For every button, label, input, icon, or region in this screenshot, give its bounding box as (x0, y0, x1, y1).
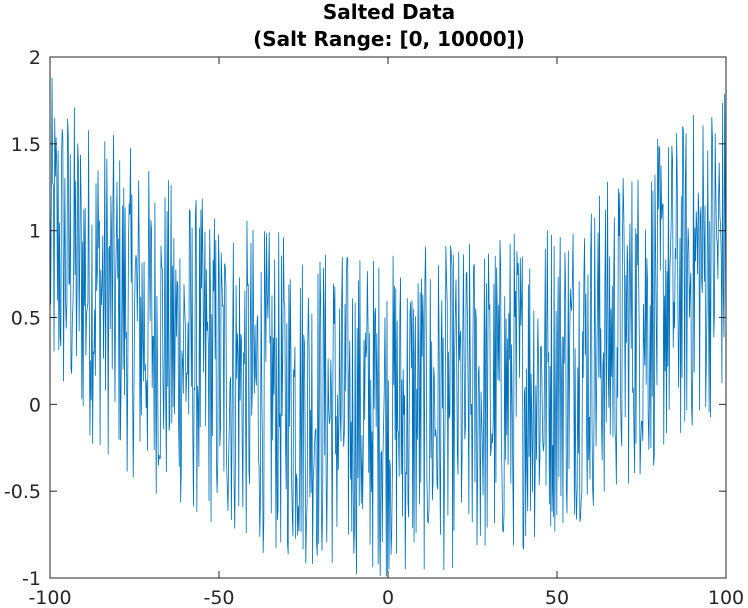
y-tick-label: 0.5 (11, 308, 41, 330)
x-tick-label: -100 (28, 587, 71, 608)
chart-subtitle: (Salt Range: [0, 10000]) (253, 27, 525, 51)
y-tick-label: 1 (29, 221, 41, 243)
x-tick-label: -50 (203, 587, 234, 608)
y-tick-label: 0 (29, 394, 41, 416)
y-tick-label: 2 (29, 47, 41, 69)
y-tick-label: -1 (22, 568, 41, 590)
y-tick-label: 1.5 (11, 134, 41, 156)
x-tick-label: 100 (708, 587, 744, 608)
y-tick-label: -0.5 (4, 481, 41, 503)
tick-labels-group: -100 -50 0 50 100 -1 -0.5 0 0.5 1 1.5 2 (4, 47, 744, 608)
ticks-group (49, 56, 727, 579)
x-tick-label: 50 (545, 587, 569, 608)
series-line (49, 77, 727, 577)
x-tick-label: 0 (382, 587, 394, 608)
chart-title: Salted Data (323, 0, 455, 24)
